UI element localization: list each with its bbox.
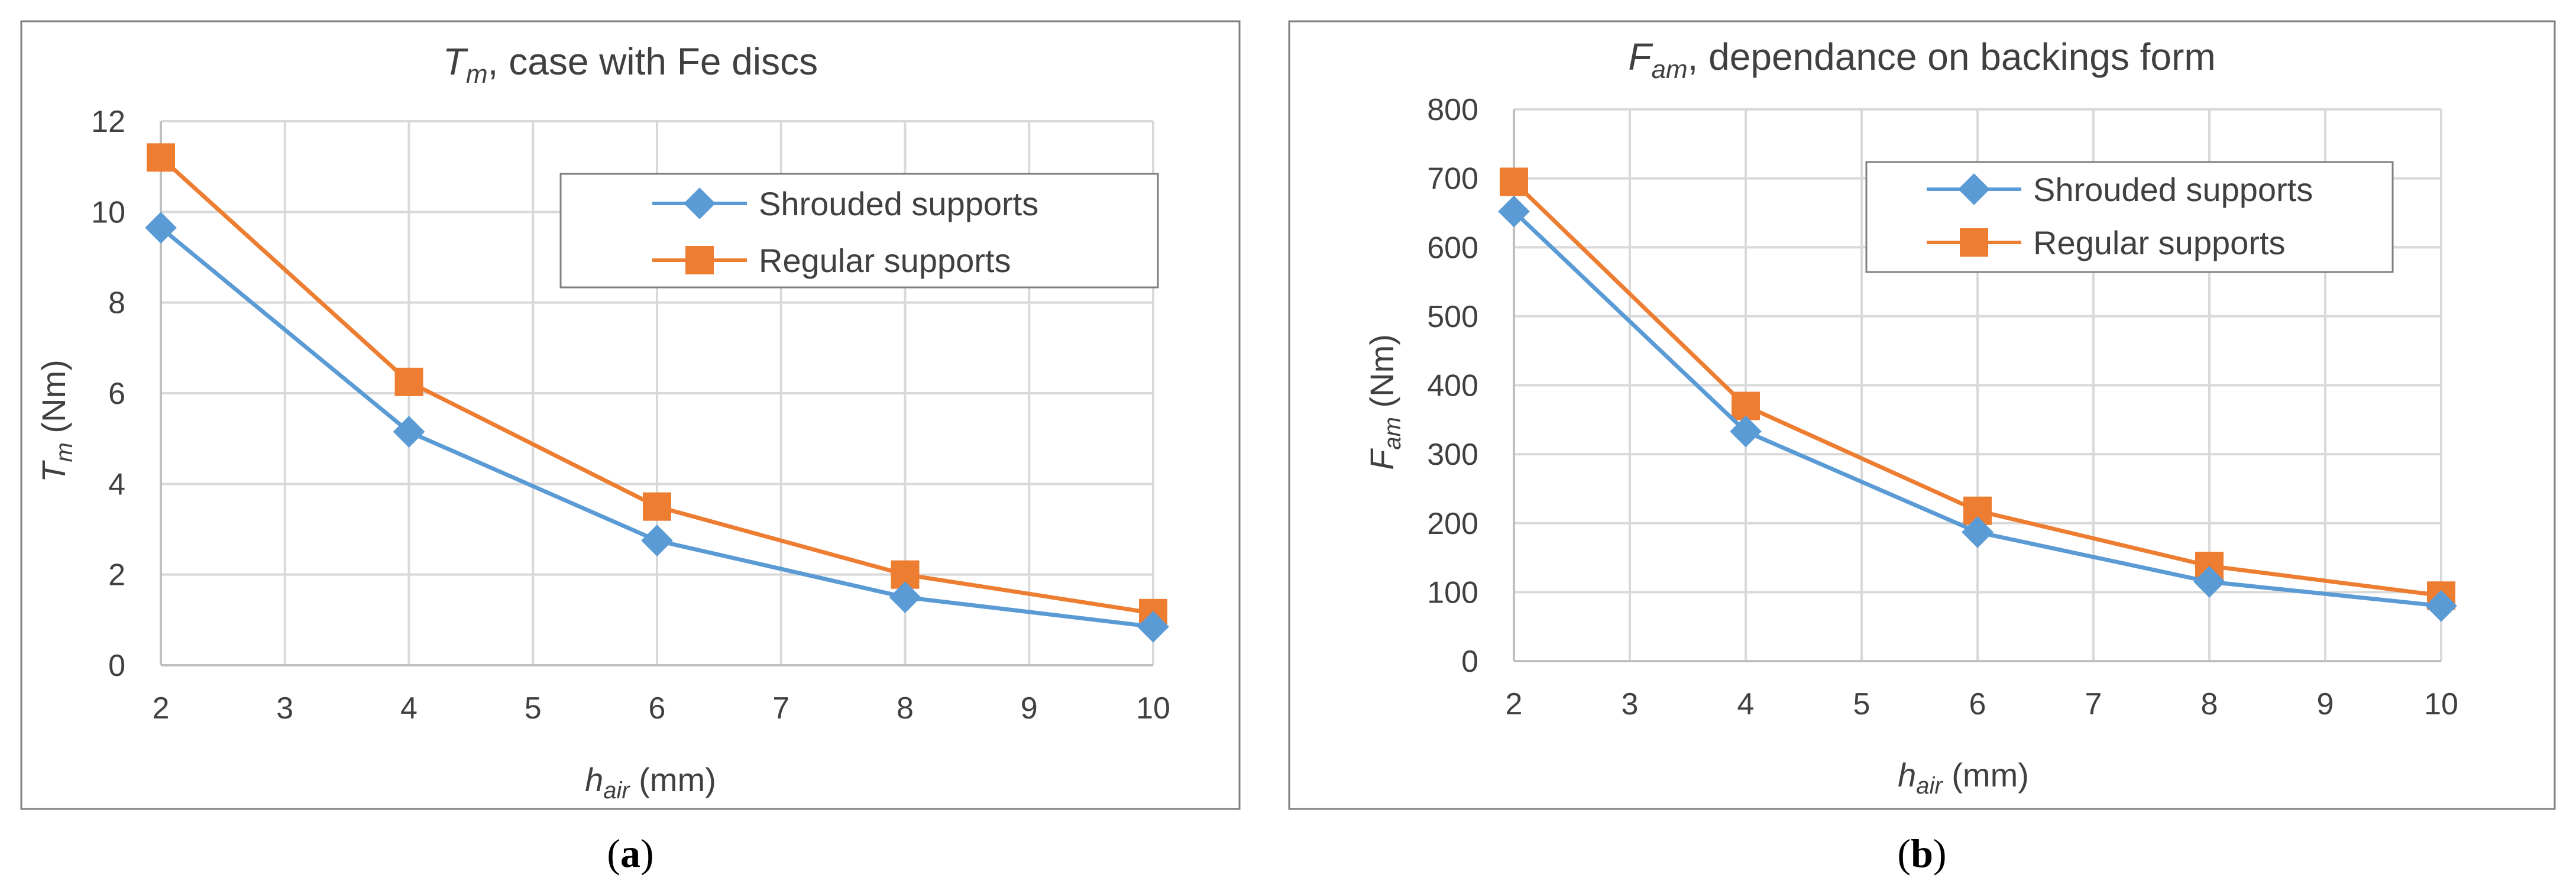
chart-b-ylabel: Fam (Nm): [1363, 334, 1406, 470]
chart-a-legend-box: [559, 173, 1159, 289]
chart-b-xtick-label: 2: [1506, 687, 1523, 721]
chart-a-ytick-label: 8: [108, 286, 125, 321]
chart-a-ytick-label: 2: [108, 558, 125, 593]
chart-b-title-sub: am: [1651, 55, 1687, 84]
chart-b-ytick-label: 400: [1427, 369, 1478, 403]
chart-b-xtick-label: 9: [2317, 687, 2334, 721]
chart-a-ylabel: Tm (Nm): [35, 360, 77, 483]
legend-b-regular-marker: [1960, 228, 1988, 257]
chart-a-xtick-label: 8: [897, 691, 914, 726]
chart-b-ytick-label: 200: [1427, 507, 1478, 541]
chart-b-ylabel-rest: (Nm): [1363, 334, 1400, 417]
chart-a-xlabel-rest: (mm): [630, 761, 716, 798]
chart-a-title: Tm, case with Fe discs: [443, 40, 818, 89]
chart-a-ytick-label: 0: [108, 649, 125, 683]
chart-b-series: [1498, 167, 2457, 622]
chart-a-ytick-label: 4: [108, 467, 125, 501]
chart-a-xlabel-main: h: [585, 761, 603, 798]
chart-b-ytick-label: 800: [1427, 93, 1478, 127]
chart-b-xtick-label: 10: [2424, 687, 2458, 721]
chart-b-ytick-label: 100: [1427, 575, 1478, 610]
chart-a-legend: Shrouded supports Regular supports: [559, 173, 1159, 289]
legend-b-shrouded-label: Shrouded supports: [2033, 171, 2313, 208]
chart-b-xtick-label: 8: [2201, 687, 2218, 721]
chart-b-ylabel-main: F: [1363, 448, 1400, 470]
chart-a-ytick-label: 6: [108, 377, 125, 411]
panel-b-label-open: (: [1897, 831, 1911, 876]
chart-a-xtick-label: 4: [400, 691, 418, 726]
chart-b-xlabel-main: h: [1898, 756, 1916, 794]
panel-a-label-letter: a: [620, 831, 640, 876]
chart-b-ytick-label: 300: [1427, 438, 1478, 472]
panel-a-label-close: ): [640, 831, 654, 876]
chart-b-point-regular: [1500, 167, 1528, 196]
panel-b-label-letter: b: [1911, 831, 1933, 876]
chart-a-point-regular: [643, 492, 671, 521]
panel-b-label-close: ): [1933, 831, 1947, 876]
chart-a-ylabel-rest: (Nm): [35, 360, 72, 442]
chart-a-xtick-label: 7: [772, 691, 789, 726]
chart-b-ytick-label: 0: [1461, 645, 1478, 679]
chart-b-ytick-label: 600: [1427, 231, 1478, 265]
chart-b-xtick-label: 7: [2085, 687, 2102, 721]
chart-b-ytick-label: 700: [1427, 162, 1478, 196]
chart-b-title-rest: , dependance on backings form: [1688, 35, 2216, 78]
chart-a-xlabel-sub: air: [603, 778, 630, 804]
chart-a-ylabel-sub: m: [51, 442, 77, 462]
chart-a-title-sub: m: [466, 60, 488, 89]
chart-panel-a: Tm, case with Fe discs 2 3 4 5 6 7 8 9 100246810…: [20, 20, 1241, 810]
chart-b-title-main: F: [1628, 35, 1653, 78]
legend-a-regular-marker: [685, 246, 714, 274]
panel-b-label: (b): [1897, 831, 1946, 876]
chart-a-title-rest: , case with Fe discs: [488, 40, 818, 83]
chart-a-xtick-label: 6: [649, 691, 666, 726]
chart-a-ytick-label: 12: [91, 105, 125, 139]
chart-b-ylabel-sub: am: [1380, 417, 1406, 450]
panel-a-label-open: (: [607, 831, 620, 876]
chart-b-title: Fam, dependance on backings form: [1628, 35, 2215, 84]
chart-b-xtick-label: 6: [1969, 687, 1986, 721]
chart-b-legend: Shrouded supports Regular supports: [1865, 161, 2394, 273]
panel-a-label: (a): [607, 831, 653, 876]
chart-b-frame: [1288, 20, 2556, 810]
chart-a-xtick-label: 5: [525, 691, 542, 726]
legend-a-regular-label: Regular supports: [759, 242, 1011, 279]
chart-b-xtick-label: 5: [1853, 687, 1870, 721]
chart-b-xlabel-rest: (mm): [1943, 756, 2029, 794]
chart-a-point-regular: [394, 367, 423, 396]
chart-a-point-regular: [147, 143, 175, 172]
chart-a-ylabel-main: T: [35, 460, 72, 483]
chart-a-ytick-label: 10: [91, 195, 125, 229]
chart-a-point-shrouded: [1137, 610, 1169, 643]
chart-a-xtick-label: 2: [153, 691, 170, 726]
chart-a-xtick-label: 9: [1021, 691, 1038, 726]
chart-b-xlabel-sub: air: [1916, 773, 1943, 799]
chart-a-frame: [20, 20, 1241, 810]
legend-b-regular-label: Regular supports: [2033, 224, 2285, 261]
chart-b-ytick-label: 500: [1427, 300, 1478, 334]
chart-a-xtick-label: 3: [276, 691, 293, 726]
chart-a-title-main: T: [443, 40, 468, 83]
legend-a-shrouded-label: Shrouded supports: [759, 185, 1038, 222]
chart-a-xlabel: hair (mm): [585, 761, 716, 804]
chart-b-xtick-label: 3: [1622, 687, 1639, 721]
chart-b-legend-box: [1865, 161, 2394, 273]
chart-a-point-shrouded: [145, 212, 177, 244]
chart-b-xtick-label: 4: [1737, 687, 1755, 721]
chart-b-point-regular: [1732, 391, 1760, 420]
chart-a-xtick-label: 10: [1136, 691, 1170, 726]
chart-b-xlabel: hair (mm): [1898, 756, 2029, 799]
